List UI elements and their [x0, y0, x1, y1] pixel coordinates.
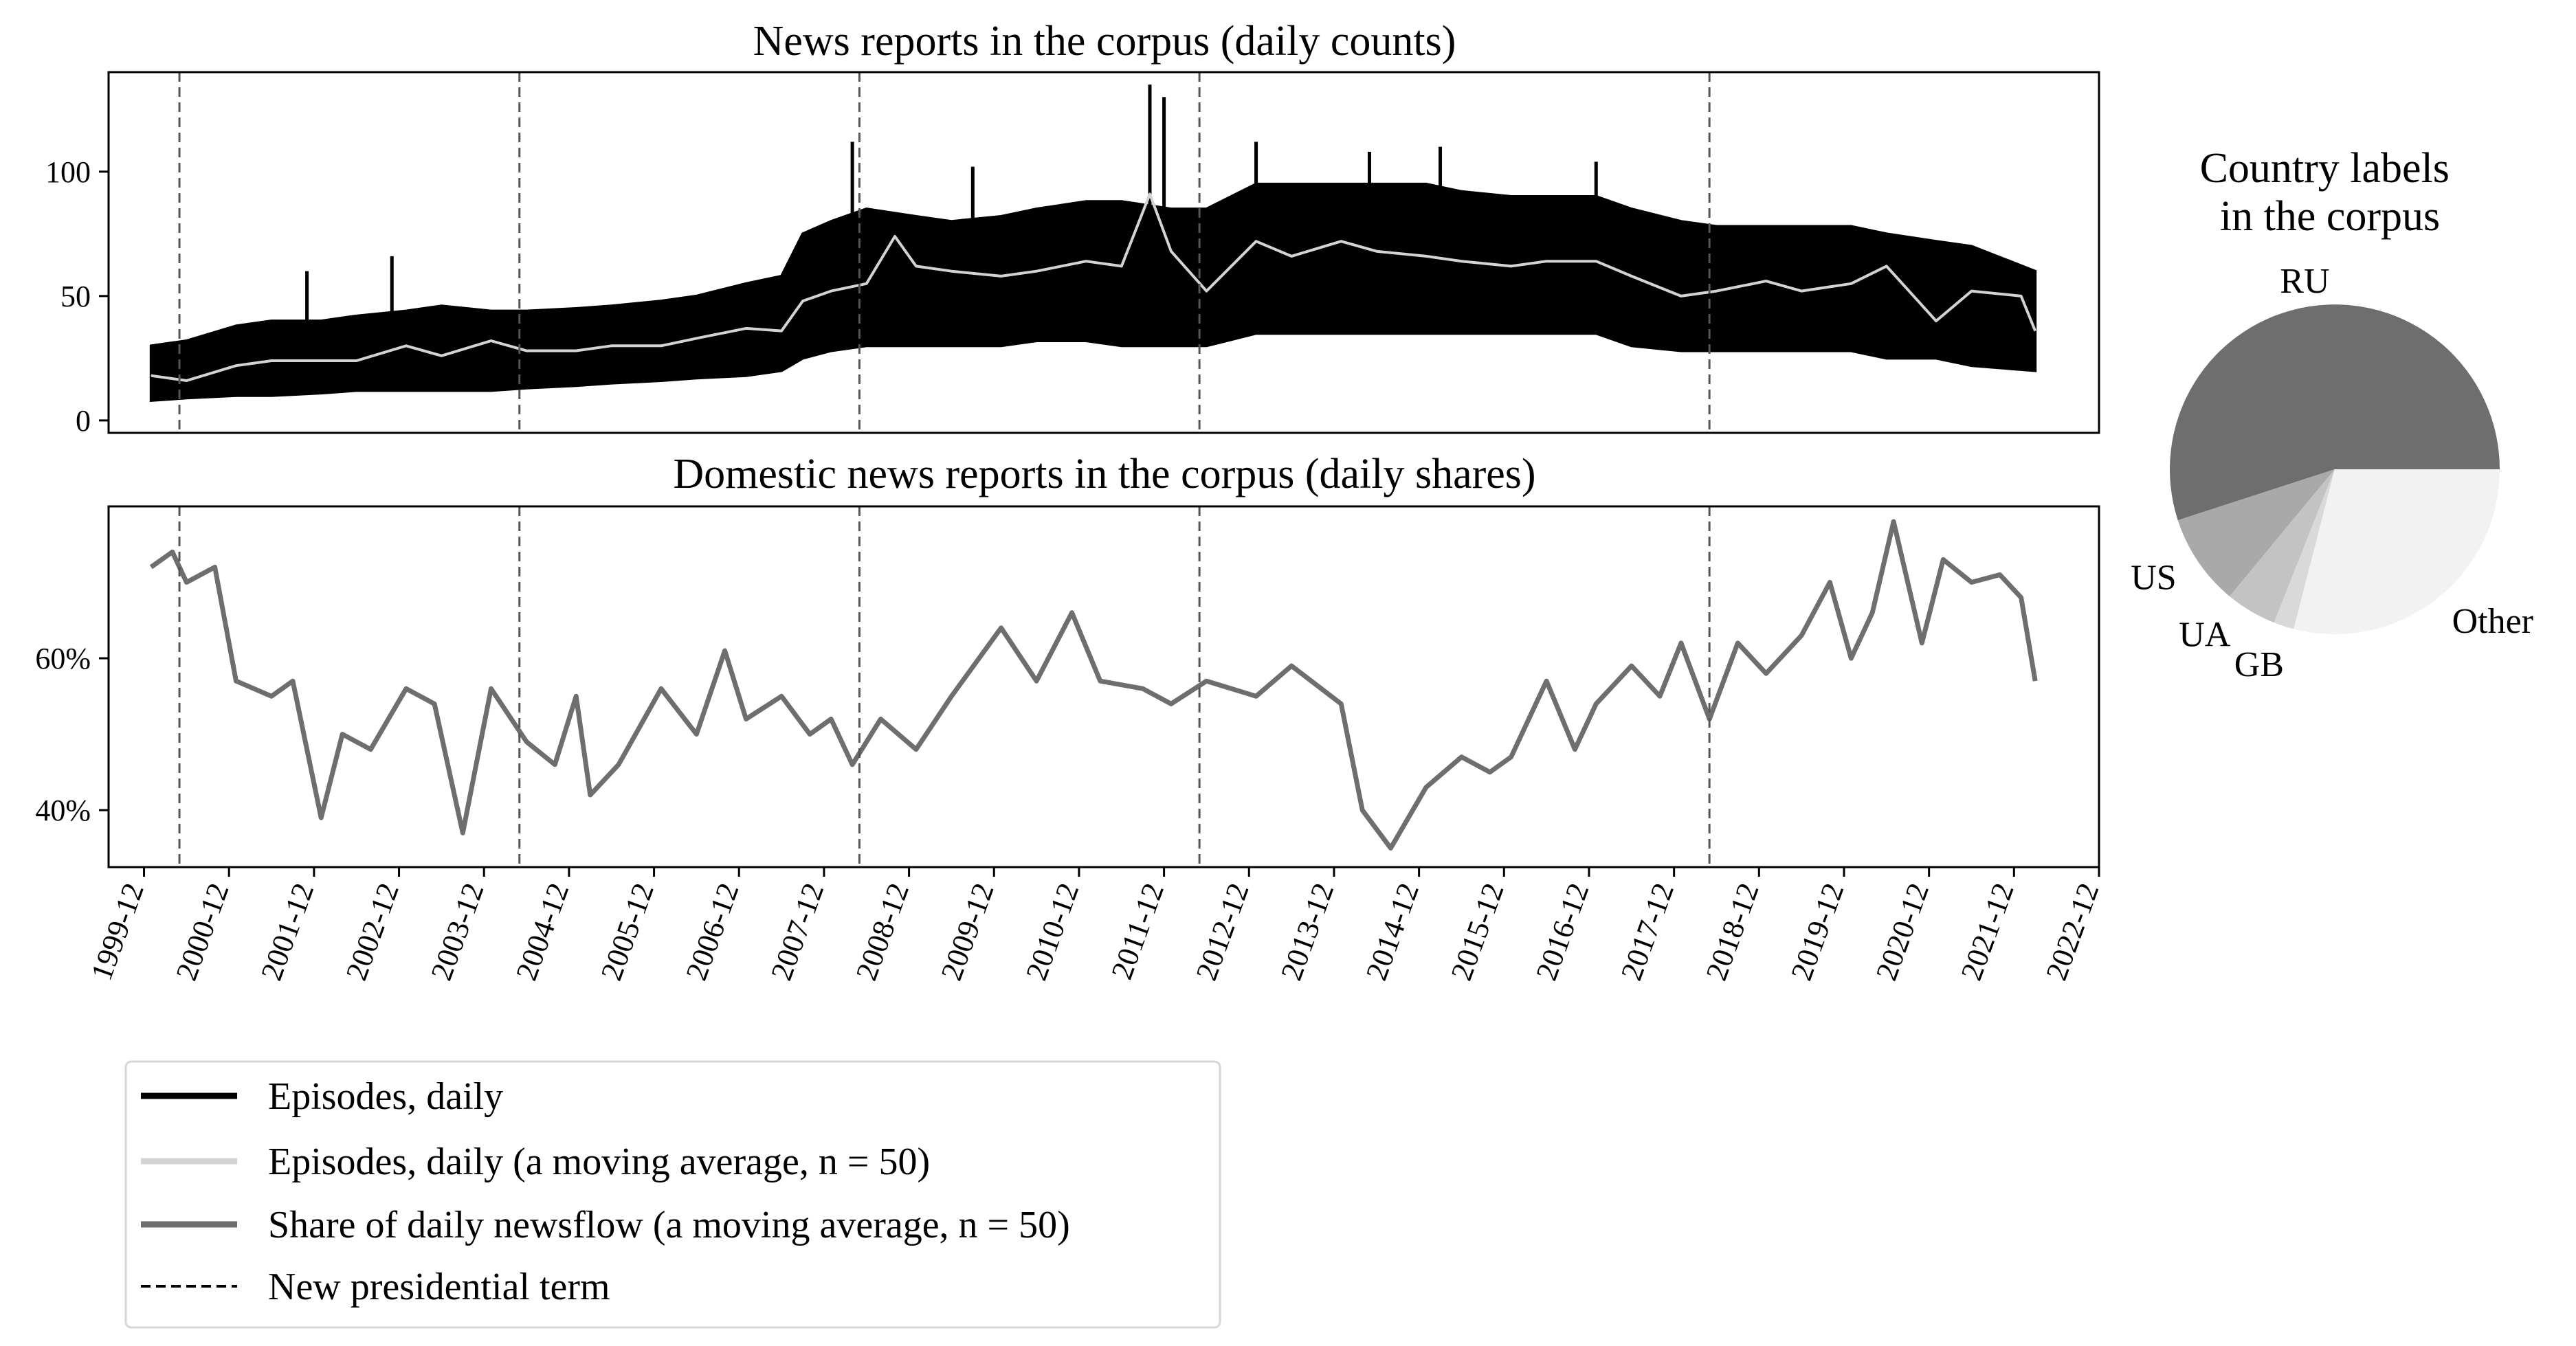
x-tick-label: 2021-12 — [1955, 879, 2021, 985]
x-tick-label: 2001-12 — [254, 879, 320, 985]
x-tick-label: 2020-12 — [1869, 879, 1935, 985]
x-tick-label: 2019-12 — [1784, 879, 1850, 985]
legend-items: Episodes, daily Episodes, daily (a moving… — [141, 1075, 1070, 1308]
x-tick-label: 2002-12 — [340, 879, 406, 985]
pie-label-ua: UA — [2179, 616, 2231, 655]
daily-shares-chart: Domestic news reports in the corpus (dai… — [35, 451, 2105, 985]
x-tick-label: 1999-12 — [85, 879, 151, 985]
x-tick-label: 2017-12 — [1614, 879, 1680, 985]
legend-label: New presidential term — [268, 1266, 610, 1308]
x-tick-label: 2004-12 — [509, 879, 575, 985]
x-tick-label: 2011-12 — [1104, 879, 1170, 984]
x-tick-label: 2014-12 — [1359, 879, 1425, 985]
legend-label: Share of daily newsflow (a moving averag… — [268, 1204, 1070, 1246]
x-tick-label: 2010-12 — [1019, 879, 1085, 985]
daily-counts-chart: News reports in the corpus (daily counts… — [45, 18, 2100, 438]
episodes-daily-band — [149, 182, 2037, 403]
pie-label-gb: GB — [2234, 645, 2284, 684]
pie-title: Country labels in the corpus — [2200, 145, 2461, 240]
daily-counts-axes-frame — [107, 71, 2100, 434]
pie-slice-gb — [2274, 469, 2335, 629]
top-y-tick-label: 50 — [60, 280, 91, 313]
x-tick-label: 2015-12 — [1444, 879, 1510, 985]
x-tick-label: 2009-12 — [934, 879, 1000, 985]
daily-counts-plot-area: 0 50 100 — [45, 72, 2037, 438]
legend-label: Episodes, daily — [268, 1075, 503, 1118]
x-tick-label: 2022-12 — [2039, 879, 2105, 985]
top-y-tick-label: 100 — [45, 155, 91, 189]
x-tick-label: 2008-12 — [850, 879, 915, 985]
bottom-y-tick-label: 40% — [35, 794, 91, 827]
bottom-y-tick-label: 60% — [35, 642, 91, 675]
pie-label-us: US — [2131, 559, 2176, 598]
x-tick-label: 2012-12 — [1189, 879, 1255, 985]
x-tick-label: 2016-12 — [1529, 879, 1595, 985]
episodes-moving-average-line — [151, 192, 2037, 382]
legend-label: Episodes, daily (a moving average, n = 5… — [268, 1141, 930, 1183]
legend: Episodes, daily Episodes, daily (a moving… — [124, 1060, 1221, 1329]
x-tick-label: 2013-12 — [1274, 879, 1340, 985]
pie-slice-ru — [2170, 304, 2500, 521]
daily-shares-title: Domestic news reports in the corpus (dai… — [673, 451, 1535, 497]
pie-title-line-2: in the corpus — [2220, 193, 2440, 240]
share-moving-average-line — [149, 519, 2038, 851]
daily-shares-axes-frame — [107, 505, 2100, 868]
pie-slice-us — [2177, 469, 2335, 596]
x-tick-label: 2005-12 — [595, 879, 660, 985]
pie-slice-other — [2294, 469, 2500, 635]
pie-label-other: Other — [2452, 602, 2533, 641]
x-tick-label: 2018-12 — [1699, 879, 1765, 985]
pie-label-ru: RU — [2280, 262, 2329, 301]
legend-box — [124, 1060, 1221, 1329]
pie-title-line-1: Country labels — [2200, 145, 2450, 192]
x-tick-label: 2007-12 — [764, 879, 830, 985]
x-tick-label: 2006-12 — [679, 879, 745, 985]
daily-shares-plot-area: 40% 60% 1999-12 2000-12 2001-12 2002-12 2003-1… — [35, 506, 2105, 985]
x-tick-label: 2000-12 — [169, 879, 235, 985]
x-tick-label: 2003-12 — [424, 879, 490, 985]
daily-counts-title: News reports in the corpus (daily counts… — [753, 18, 1456, 65]
top-y-tick-label: 0 — [76, 404, 91, 438]
pie-slice-ua — [2230, 469, 2335, 623]
